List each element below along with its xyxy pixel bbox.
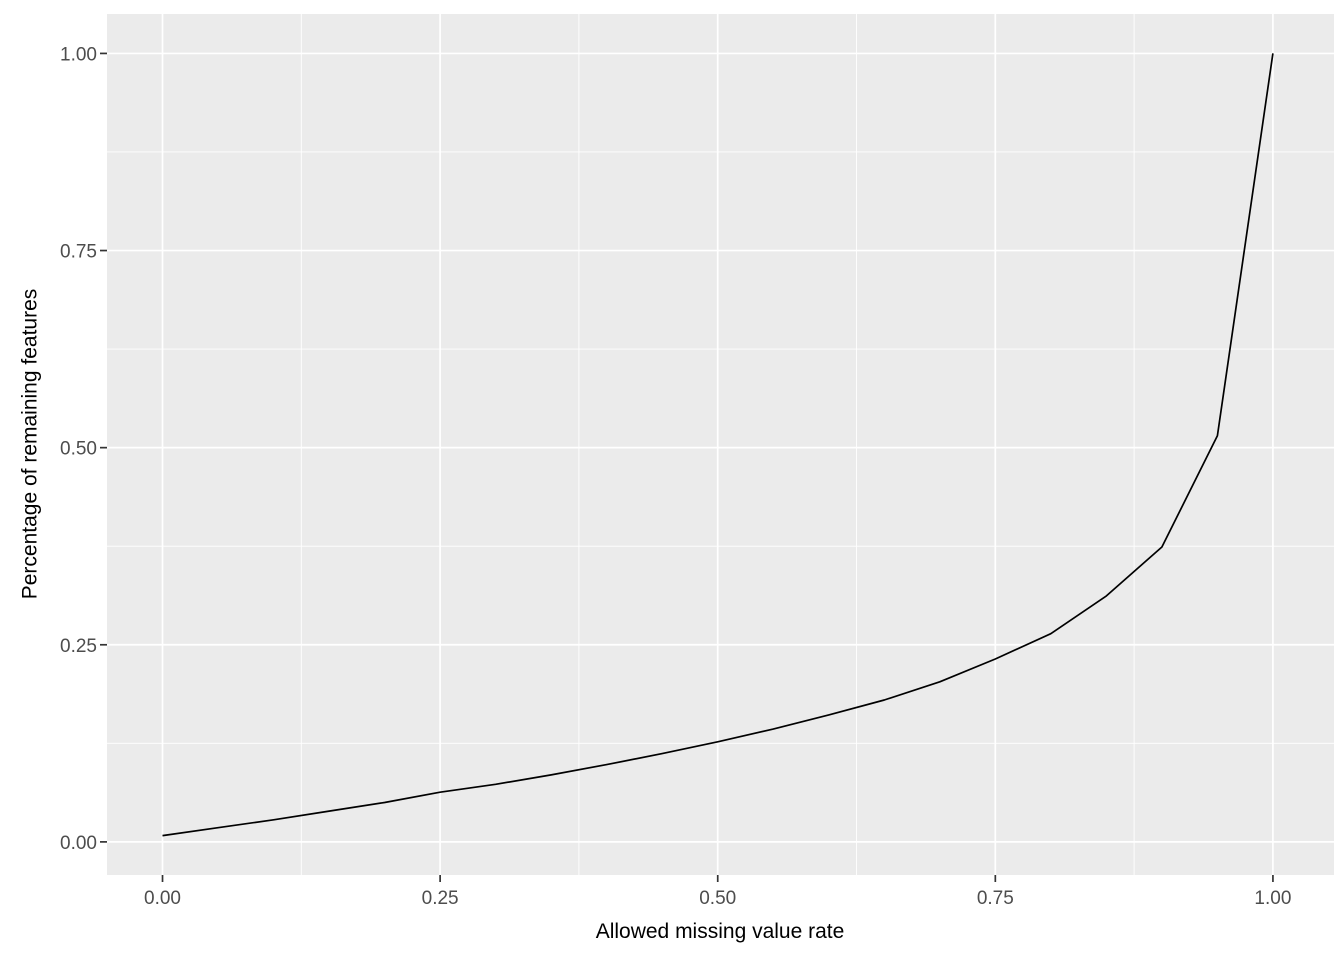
y-axis-tick-marks <box>100 52 107 843</box>
y-axis-tick-labels: 0.00 0.25 0.50 0.75 1.00 <box>60 44 97 853</box>
minor-gridlines <box>107 14 1334 875</box>
x-tick-label: 1.00 <box>1254 888 1291 909</box>
x-axis-title: Allowed missing value rate <box>596 920 845 943</box>
y-tick-label: 0.00 <box>60 833 97 854</box>
y-tick-label: 0.50 <box>60 439 97 460</box>
major-gridlines <box>107 14 1334 875</box>
x-axis-tick-marks <box>161 875 1274 882</box>
y-tick-label: 0.75 <box>60 242 97 263</box>
y-tick-label: 0.25 <box>60 636 97 657</box>
x-tick-label: 0.00 <box>144 888 181 909</box>
panel-background <box>107 14 1334 875</box>
x-tick-label: 0.75 <box>977 888 1014 909</box>
x-axis-tick-labels: 0.00 0.25 0.50 0.75 1.00 <box>144 888 1291 909</box>
y-axis-title: Percentage of remaining features <box>19 289 42 600</box>
data-line <box>162 53 1274 837</box>
x-tick-label: 0.25 <box>422 888 459 909</box>
y-tick-label: 1.00 <box>60 44 97 65</box>
x-tick-label: 0.50 <box>699 888 736 909</box>
